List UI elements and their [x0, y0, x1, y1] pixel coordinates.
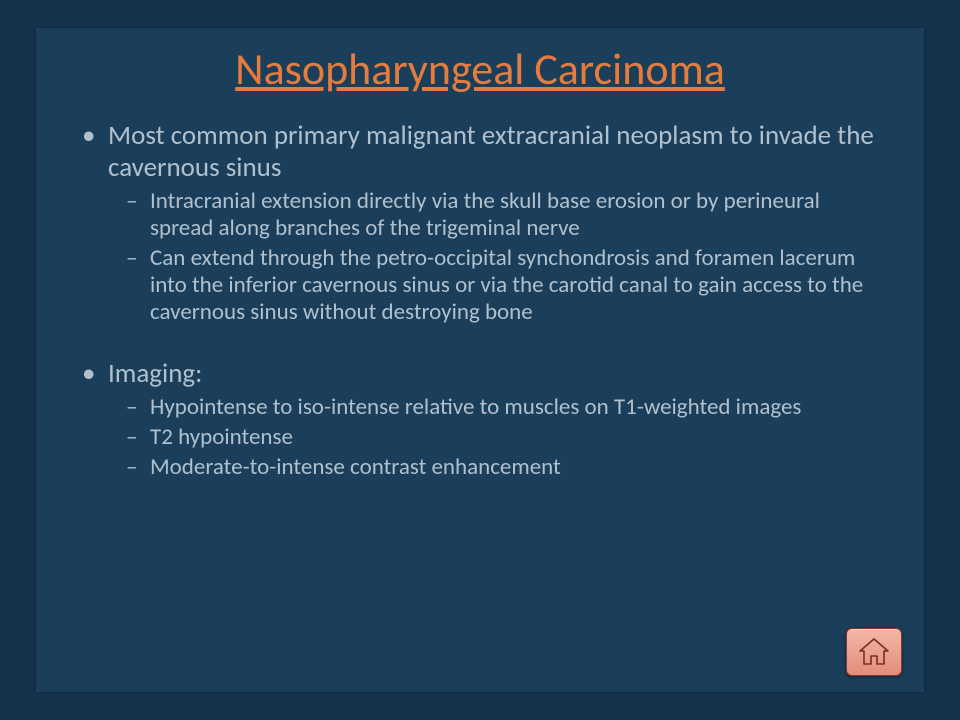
bullet-level2: Can extend through the petro-occipital s…: [120, 245, 880, 326]
home-icon: [857, 637, 891, 667]
home-button[interactable]: [846, 628, 902, 676]
bullet-level2: Hypointense to iso-intense relative to m…: [120, 394, 880, 421]
bullet-level2: T2 hypointense: [120, 424, 880, 451]
slide-title: Nasopharyngeal Carcinoma: [36, 28, 924, 120]
bullet-level2: Intracranial extension directly via the …: [120, 188, 880, 242]
bullet-level1: Imaging: Hypointense to iso-intense rela…: [80, 358, 880, 481]
bullet-level2: Moderate-to-intense contrast enhancement: [120, 454, 880, 481]
slide: Nasopharyngeal Carcinoma Most common pri…: [36, 28, 924, 692]
bullet-level1: Most common primary malignant extracrani…: [80, 120, 880, 326]
bullet-text: Most common primary malignant extracrani…: [108, 119, 874, 184]
bullet-text: Imaging:: [108, 357, 202, 390]
spacer: [80, 332, 880, 358]
slide-body: Most common primary malignant extracrani…: [36, 120, 924, 482]
